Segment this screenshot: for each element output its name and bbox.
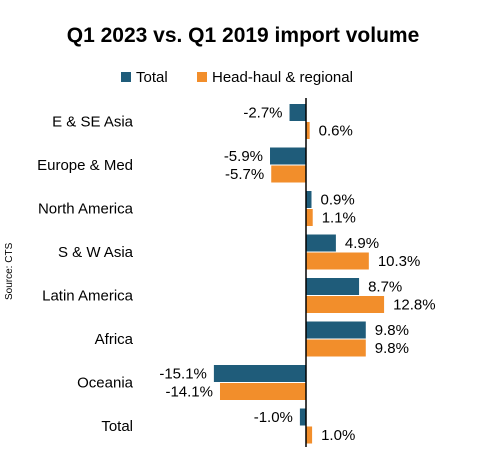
bar-head-haul-oceania [219, 383, 306, 400]
category-label-latin-america: Latin America [42, 288, 134, 305]
bar-head-haul-north-america [306, 209, 313, 226]
legend-label-total: Total [136, 69, 168, 86]
value-label-total-total: -1.0% [254, 409, 293, 426]
value-label-head-haul-latin-america: 12.8% [393, 297, 436, 314]
value-label-total-north-america: 0.9% [320, 192, 354, 209]
legend-swatch-total [121, 72, 131, 82]
category-label-africa: Africa [95, 331, 134, 348]
bar-head-haul-total [306, 426, 313, 444]
value-label-head-haul-e-and-se-asia: 0.6% [319, 123, 353, 140]
legend: Total Head-haul & regional [121, 69, 353, 86]
legend-swatch-head-haul [197, 72, 207, 82]
bar-head-haul-e-and-se-asia [306, 122, 310, 139]
bar-total-e-and-se-asia [289, 104, 306, 121]
category-label-s-and-w-asia: S & W Asia [58, 244, 134, 261]
value-label-total-europe-and-med: -5.9% [224, 148, 263, 165]
bar-total-africa [306, 321, 366, 339]
bar-total-total [299, 408, 306, 426]
category-label-north-america: North America [38, 201, 134, 218]
bar-head-haul-s-and-w-asia [306, 252, 369, 270]
value-label-total-oceania: -15.1% [159, 366, 207, 383]
category-label-e-and-se-asia: E & SE Asia [52, 114, 134, 131]
bar-total-latin-america [306, 278, 360, 295]
bar-total-europe-and-med [270, 147, 306, 165]
value-label-head-haul-africa: 9.8% [375, 340, 409, 357]
category-label-total: Total [101, 418, 133, 435]
value-label-total-s-and-w-asia: 4.9% [345, 235, 379, 252]
bar-head-haul-latin-america [306, 296, 385, 313]
legend-label-head-haul: Head-haul & regional [212, 69, 353, 86]
source-note: Source: CTS [4, 242, 15, 300]
value-label-head-haul-oceania: -14.1% [165, 384, 213, 401]
category-labels: E & SE Asia Europe & Med North America S & … [37, 114, 134, 436]
bars [213, 104, 385, 444]
value-label-total-latin-america: 8.7% [368, 279, 402, 296]
value-label-head-haul-europe-and-med: -5.7% [225, 166, 264, 183]
value-label-total-e-and-se-asia: -2.7% [243, 105, 282, 122]
bar-total-oceania [213, 365, 306, 382]
bar-head-haul-europe-and-med [271, 165, 306, 183]
value-label-total-africa: 9.8% [375, 322, 409, 339]
category-label-europe-and-med: Europe & Med [37, 157, 133, 174]
value-labels: -2.7% 0.6% -5.9%-5.7% 0.9%1.1% 4.9%10.3% 8.7%… [159, 105, 435, 445]
category-label-oceania: Oceania [77, 375, 134, 392]
bar-total-s-and-w-asia [306, 234, 336, 252]
value-label-head-haul-total: 1.0% [321, 427, 355, 444]
bar-total-north-america [306, 191, 312, 208]
chart-title: Q1 2023 vs. Q1 2019 import volume [67, 24, 420, 47]
value-label-head-haul-s-and-w-asia: 10.3% [378, 253, 421, 270]
value-label-head-haul-north-america: 1.1% [322, 210, 356, 227]
bar-head-haul-africa [306, 339, 366, 357]
